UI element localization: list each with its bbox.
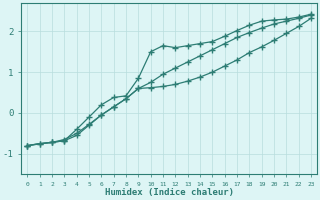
X-axis label: Humidex (Indice chaleur): Humidex (Indice chaleur) bbox=[105, 188, 234, 197]
